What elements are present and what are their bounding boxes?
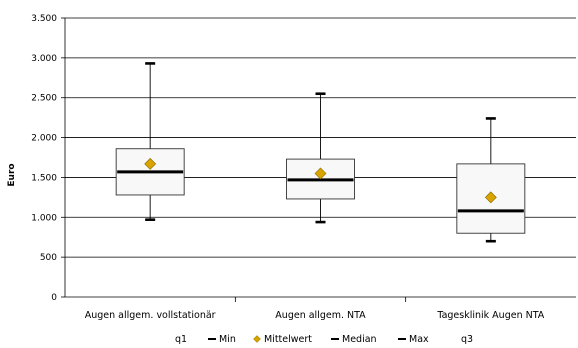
- y-tick-label: 2.000: [31, 134, 57, 144]
- legend-item: Mittelwert: [253, 334, 312, 345]
- legend-label: q3: [461, 334, 473, 345]
- y-tick-label: 2.500: [31, 94, 57, 104]
- category-labels: Augen allgem. vollstationär Augen allgem.…: [85, 310, 545, 321]
- legend-item: q1: [175, 334, 187, 345]
- legend-label: Min: [219, 334, 236, 345]
- legend-label: q1: [175, 334, 187, 345]
- y-tick-label: 500: [40, 253, 57, 263]
- legend-diamond-icon: [253, 335, 261, 343]
- y-axis-ticks: 0 500 1.000 1.500 2.000 2.500 3.000 3.500: [31, 14, 65, 303]
- box-3: [456, 117, 526, 243]
- y-tick-label: 3.000: [31, 54, 57, 64]
- y-tick-label: 3.500: [31, 14, 57, 24]
- axes: [64, 18, 576, 302]
- mean-marker: [144, 157, 157, 170]
- mean-marker: [484, 191, 497, 204]
- legend-item: Min: [208, 334, 236, 345]
- category-label: Augen allgem. NTA: [275, 310, 366, 321]
- category-label: Tagesklinik Augen NTA: [436, 310, 544, 321]
- legend-label: Mittelwert: [264, 334, 312, 345]
- y-tick-label: 1.000: [31, 213, 57, 223]
- boxes: [115, 62, 526, 243]
- box-2: [286, 92, 355, 224]
- box-1: [115, 62, 185, 221]
- category-label: Augen allgem. vollstationär: [85, 310, 216, 321]
- y-axis-label: Euro: [7, 163, 17, 186]
- y-tick-label: 1.500: [31, 173, 57, 183]
- legend-item: Median: [331, 334, 377, 345]
- legend-label: Median: [342, 334, 377, 345]
- legend: q1 Min Mittelwert Median Max q3: [175, 334, 473, 345]
- mean-marker: [314, 167, 327, 180]
- legend-item: Max: [398, 334, 429, 345]
- y-tick-label: 0: [51, 293, 57, 303]
- legend-label: Max: [409, 334, 429, 345]
- legend-item: q3: [461, 334, 473, 345]
